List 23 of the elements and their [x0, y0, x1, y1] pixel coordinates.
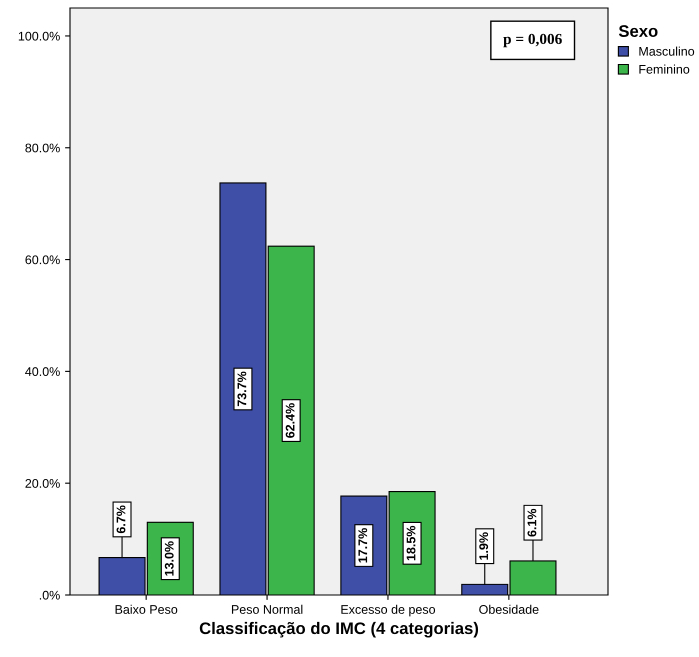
- legend-label: Masculino: [639, 46, 694, 56]
- y-tick-label: 20.0%: [25, 478, 60, 488]
- x-axis-title: Classificação do IMC (4 categorias): [200, 622, 478, 638]
- y-tick-label: 40.0%: [25, 367, 60, 376]
- text: 73.7%: [237, 372, 246, 406]
- legend-label: Feminino: [639, 64, 690, 74]
- text: 18.5%: [406, 526, 416, 560]
- text: 6.7%: [116, 505, 126, 534]
- x-tick-label: Baixo Peso: [116, 604, 178, 614]
- x-tick-label: Peso Normal: [232, 604, 302, 614]
- x-tick-label: Excesso de peso: [341, 604, 436, 616]
- y-tick-label: 100.0%: [18, 32, 60, 41]
- y-tick-label: 80.0%: [25, 144, 60, 152]
- y-tick-label: 60.0%: [25, 255, 60, 264]
- legend-title: Sexo: [618, 25, 658, 37]
- text: 13.0%: [164, 541, 174, 576]
- text: 6.1%: [527, 508, 536, 537]
- annotation: p = 0,006: [503, 34, 562, 48]
- text: 17.7%: [358, 528, 368, 562]
- x-tick-label: Obesidade: [479, 604, 539, 614]
- text: 1.9%: [479, 532, 488, 560]
- text: 62.4%: [286, 403, 295, 438]
- y-tick-label: .0%: [40, 590, 60, 600]
